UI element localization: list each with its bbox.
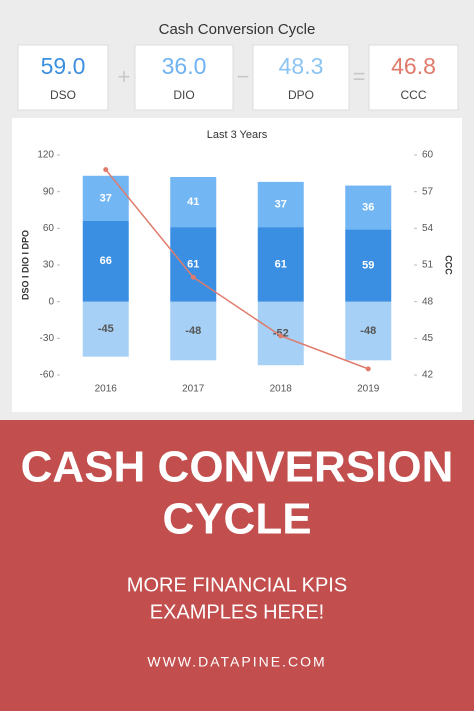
data-label: 36 <box>362 201 374 213</box>
bar-segment <box>170 177 217 228</box>
data-label: 37 <box>100 192 112 204</box>
banner-subtitle: MORE FINANCIAL KPIS <box>127 574 347 596</box>
x-tick-label: 2016 <box>95 384 118 395</box>
kpi-card <box>17 44 109 111</box>
bar-segment <box>345 301 392 361</box>
line-point <box>103 167 109 173</box>
bar-segment <box>82 221 129 302</box>
bar-segment <box>345 185 392 230</box>
y2-tick-label: 51 <box>422 260 434 271</box>
y-tick-label: -30 <box>40 333 55 344</box>
kpi-card <box>134 44 234 111</box>
chart-panel <box>12 118 462 412</box>
kpi-label: DIO <box>173 88 194 102</box>
bar-segment <box>82 301 129 357</box>
y-tick-label: 90 <box>43 186 55 197</box>
y2-tick-label: 48 <box>422 296 434 307</box>
y-tick-label: -60 <box>40 370 55 381</box>
y2-tick-label: 45 <box>422 333 434 344</box>
kpi-value: 48.3 <box>279 53 324 79</box>
y2-tick-label: 54 <box>422 223 434 234</box>
bar-segment <box>82 175 129 221</box>
banner-subtitle: EXAMPLES HERE! <box>150 601 325 623</box>
data-label: 61 <box>275 258 287 270</box>
line-point <box>190 274 196 280</box>
y-tick-label: 30 <box>43 260 55 271</box>
y-axis-title: DSO I DIO I DPO <box>20 230 30 300</box>
dashboard-title: Cash Conversion Cycle <box>159 21 316 38</box>
kpi-card <box>368 44 459 111</box>
bar-segment <box>257 227 304 302</box>
data-label: 61 <box>187 258 199 270</box>
bar-segment <box>170 301 217 361</box>
y-tick-label: 120 <box>37 150 54 161</box>
bar-segment <box>257 181 304 228</box>
y2-tick-label: 42 <box>422 370 434 381</box>
data-label: -48 <box>360 325 376 337</box>
kpi-value: 36.0 <box>162 53 207 79</box>
x-tick-label: 2017 <box>182 384 205 395</box>
line-point <box>278 333 284 339</box>
chart-title: Last 3 Years <box>207 129 268 141</box>
kpi-operator: − <box>237 64 250 89</box>
data-label: 59 <box>362 260 374 272</box>
x-tick-label: 2019 <box>357 384 380 395</box>
line-point <box>365 366 371 372</box>
line <box>105 169 369 370</box>
y-tick-label: 60 <box>43 223 55 234</box>
banner-url[interactable]: WWW.DATAPINE.COM <box>147 654 326 670</box>
kpi-card <box>252 44 350 111</box>
banner-panel <box>0 420 474 711</box>
kpi-label: DSO <box>50 88 76 102</box>
y-tick-label: 0 <box>48 296 54 307</box>
kpi-value: 59.0 <box>41 53 86 79</box>
y2-axis-title: CCC <box>444 255 454 275</box>
data-label: -45 <box>98 323 114 335</box>
data-label: -48 <box>185 325 201 337</box>
bar-segment <box>345 229 392 302</box>
kpi-operator: + <box>118 64 131 89</box>
data-label: 41 <box>187 196 199 208</box>
y2-tick-label: 57 <box>422 186 434 197</box>
data-label: 66 <box>100 255 112 267</box>
banner-title: CASH CONVERSION <box>21 443 454 492</box>
kpi-label: DPO <box>288 88 314 102</box>
data-label: -52 <box>273 327 289 339</box>
bar-segment <box>170 227 217 302</box>
kpi-operator: = <box>353 64 366 89</box>
data-label: 37 <box>275 198 287 210</box>
kpi-value: 46.8 <box>391 53 436 79</box>
banner-title: CYCLE <box>162 495 311 544</box>
x-tick-label: 2018 <box>270 384 293 395</box>
kpi-label: CCC <box>401 88 427 102</box>
y2-tick-label: 60 <box>422 150 434 161</box>
